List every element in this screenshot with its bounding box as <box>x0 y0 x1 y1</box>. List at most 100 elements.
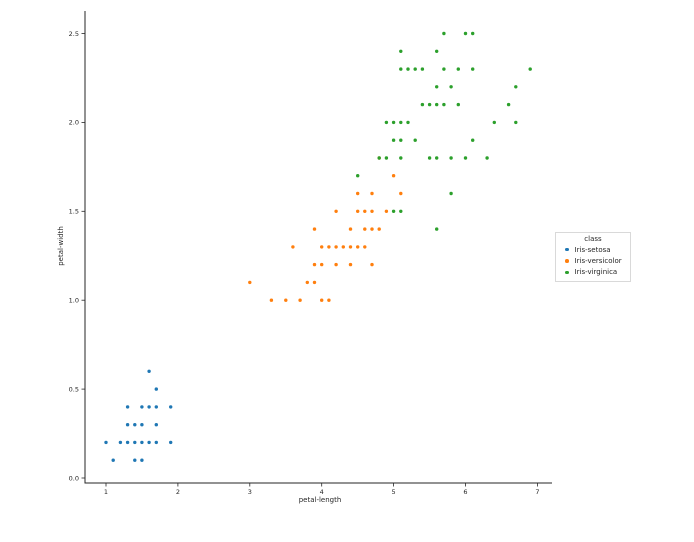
data-point-iris-versicolor <box>370 262 374 267</box>
data-point-iris-versicolor <box>348 262 353 267</box>
data-point-iris-versicolor <box>320 298 324 302</box>
data-point-iris-setosa <box>147 405 151 409</box>
data-point-iris-virginica <box>463 31 468 36</box>
data-point-iris-setosa <box>125 405 130 409</box>
data-point-iris-virginica <box>449 156 453 160</box>
data-point-iris-versicolor <box>334 245 338 249</box>
data-point-iris-versicolor <box>356 209 360 213</box>
data-point-iris-versicolor <box>320 245 324 249</box>
legend-item-label: Iris-setosa <box>574 245 611 254</box>
data-point-iris-versicolor <box>320 262 324 267</box>
data-point-iris-versicolor <box>312 227 317 231</box>
legend-title: class <box>584 235 602 243</box>
data-point-iris-virginica <box>406 67 410 71</box>
data-point-iris-virginica <box>427 102 432 107</box>
data-point-iris-virginica <box>399 209 403 213</box>
legend: class Iris-setosa Iris-versicolor Iris-vir… <box>555 232 631 283</box>
legend-item-iris-setosa: Iris-setosa <box>556 244 630 255</box>
data-point-iris-setosa <box>154 387 158 391</box>
legend-item-label: Iris-virginica <box>574 268 618 277</box>
data-point-iris-versicolor <box>370 191 374 196</box>
y-tick-label: 2.5 <box>69 30 79 38</box>
data-point-iris-versicolor <box>334 262 338 267</box>
data-point-iris-setosa <box>169 405 173 409</box>
y-tick-label: 0.5 <box>69 385 79 393</box>
data-point-iris-virginica <box>377 156 381 160</box>
legend-swatch-icon <box>565 270 569 275</box>
data-point-iris-setosa <box>140 458 144 462</box>
data-point-iris-virginica <box>391 138 396 142</box>
legend-items: Iris-setosa Iris-versicolor Iris-virginica <box>556 244 630 278</box>
data-point-iris-setosa <box>140 405 144 409</box>
y-tick-label: 2.0 <box>69 119 79 127</box>
data-point-iris-virginica <box>356 174 360 178</box>
data-point-iris-virginica <box>391 209 396 213</box>
x-tick-label: 7 <box>535 488 539 496</box>
x-tick-label: 4 <box>320 488 324 496</box>
x-tick-label: 3 <box>248 488 252 496</box>
y-axis-label: petal-width <box>57 226 65 266</box>
data-point-iris-versicolor <box>370 209 374 213</box>
data-point-iris-virginica <box>492 120 496 125</box>
data-point-iris-virginica <box>399 138 403 142</box>
y-tick-label: 1.0 <box>69 297 79 305</box>
legend-swatch-icon <box>565 259 569 263</box>
x-tick-label: 6 <box>463 488 467 496</box>
data-point-iris-virginica <box>391 120 396 125</box>
data-point-iris-versicolor <box>391 174 396 178</box>
data-point-iris-versicolor <box>399 191 403 196</box>
data-point-iris-versicolor <box>291 245 295 249</box>
data-point-iris-versicolor <box>363 209 367 213</box>
data-point-iris-versicolor <box>370 227 374 231</box>
legend-item-iris-versicolor: Iris-versicolor <box>556 255 630 266</box>
data-point-iris-virginica <box>456 102 460 107</box>
data-point-iris-virginica <box>449 191 453 196</box>
data-point-iris-setosa <box>140 440 144 445</box>
data-point-iris-virginica <box>442 67 446 71</box>
data-point-iris-virginica <box>528 67 532 71</box>
data-point-iris-virginica <box>449 85 453 89</box>
data-point-iris-virginica <box>420 102 425 107</box>
data-point-iris-setosa <box>169 440 173 445</box>
data-point-iris-setosa <box>133 440 137 445</box>
data-point-iris-virginica <box>435 156 439 160</box>
data-point-iris-versicolor <box>327 245 331 249</box>
data-point-iris-virginica <box>420 67 425 71</box>
data-point-iris-setosa <box>147 369 151 373</box>
data-point-iris-versicolor <box>363 227 367 231</box>
data-point-iris-setosa <box>125 440 130 445</box>
data-point-iris-setosa <box>111 458 115 462</box>
legend-item-iris-virginica: Iris-virginica <box>556 267 630 278</box>
data-point-iris-setosa <box>133 423 137 427</box>
data-point-iris-virginica <box>514 120 518 125</box>
data-point-iris-setosa <box>154 423 158 427</box>
x-tick-label: 1 <box>104 488 108 496</box>
data-point-iris-virginica <box>399 156 403 160</box>
data-point-iris-virginica <box>456 67 460 71</box>
data-point-iris-virginica <box>435 227 439 231</box>
data-point-iris-setosa <box>140 423 144 427</box>
y-tick-label: 0.0 <box>69 474 79 482</box>
data-point-iris-virginica <box>435 49 439 53</box>
data-point-iris-setosa <box>133 458 137 462</box>
data-point-iris-versicolor <box>341 245 345 249</box>
data-point-iris-setosa <box>147 440 151 445</box>
data-point-iris-versicolor <box>356 245 360 249</box>
data-point-iris-virginica <box>514 85 518 89</box>
data-point-iris-versicolor <box>305 280 309 285</box>
data-point-iris-virginica <box>384 120 389 125</box>
data-point-iris-virginica <box>485 156 489 160</box>
data-point-iris-versicolor <box>298 298 302 302</box>
data-point-iris-setosa <box>104 440 108 445</box>
data-point-iris-setosa <box>125 423 130 427</box>
data-point-iris-setosa <box>154 405 158 409</box>
x-axis-label: petal-length <box>298 496 342 504</box>
data-point-iris-versicolor <box>284 298 288 302</box>
data-point-iris-virginica <box>399 67 403 71</box>
data-point-iris-versicolor <box>363 245 367 249</box>
data-point-iris-virginica <box>399 49 403 53</box>
data-point-iris-versicolor <box>312 280 317 285</box>
legend-item-label: Iris-versicolor <box>574 257 622 266</box>
